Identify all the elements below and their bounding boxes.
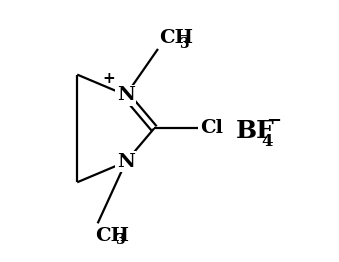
Text: 3: 3	[115, 233, 124, 247]
Text: −: −	[266, 112, 281, 130]
Text: BF: BF	[236, 119, 275, 143]
Text: CH: CH	[95, 227, 129, 245]
Text: N: N	[117, 153, 135, 171]
Text: +: +	[103, 71, 116, 86]
Text: 3: 3	[179, 37, 188, 51]
Text: Cl: Cl	[200, 119, 223, 138]
Text: CH: CH	[159, 29, 193, 47]
Text: 4: 4	[261, 133, 273, 150]
Text: N: N	[117, 86, 135, 104]
